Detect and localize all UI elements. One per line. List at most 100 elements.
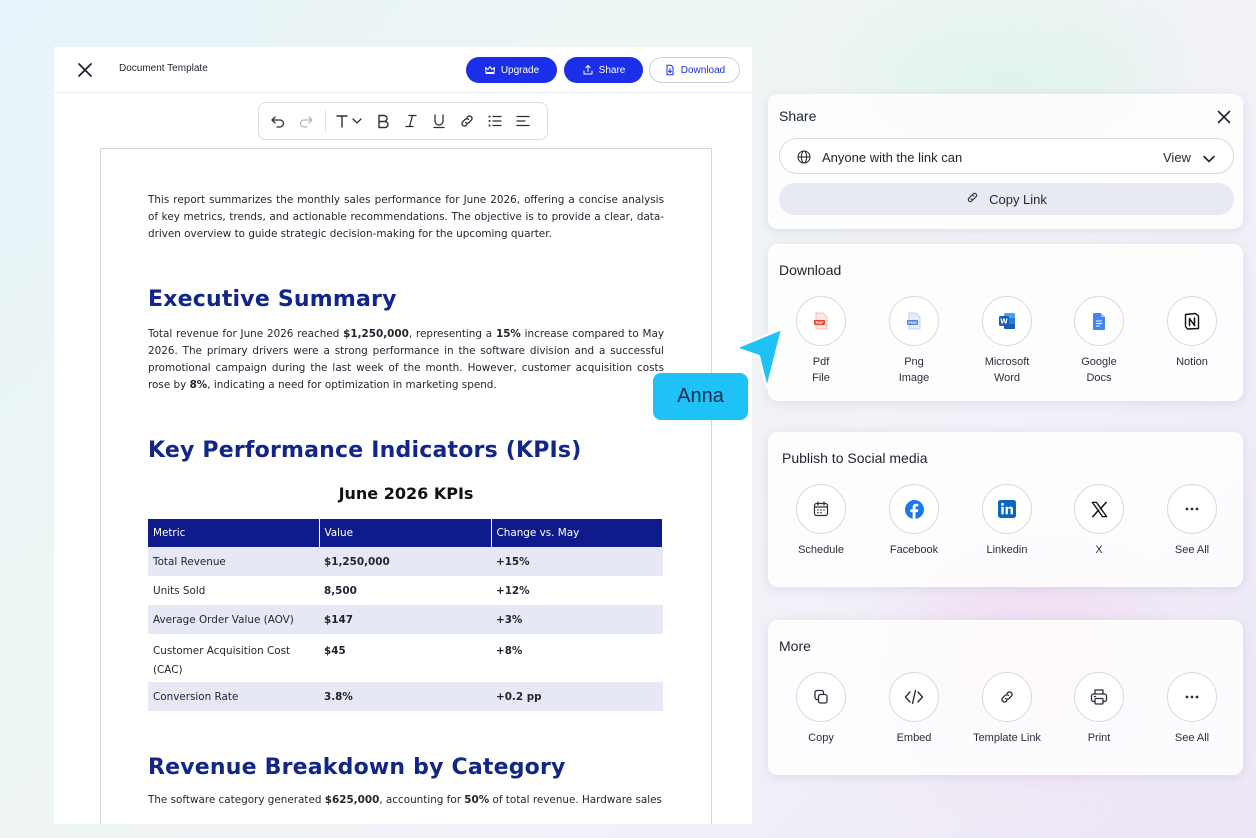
link-access-dropdown[interactable]: Anyone with the link can View [779,138,1234,174]
more-see-all-option[interactable]: See All [1137,672,1247,746]
share-panel-title: Share [779,108,817,124]
crown-icon [484,66,495,74]
print-option[interactable]: Print [1044,672,1154,746]
option-label: Print [1087,732,1111,744]
table-cell: $45 [324,645,346,657]
table-cell: +8% [496,645,523,657]
option-label: Notion [1176,356,1208,368]
share-icon [583,65,593,75]
column-header: Change vs. May [491,519,663,547]
option-label: Copy [808,732,834,744]
png-image-icon: PNG [889,296,939,346]
notion-icon [1167,296,1217,346]
bold-icon[interactable] [374,112,392,130]
calendar-icon [796,484,846,534]
download-png-option[interactable]: PNG Png Image [859,296,969,386]
close-icon[interactable] [76,61,94,79]
share-button[interactable]: Share [564,57,643,83]
template-link-option[interactable]: Template Link [952,672,1062,746]
download-google-docs-option[interactable]: Google Docs [1044,296,1154,386]
heading-revenue-breakdown: Revenue Breakdown by Category [148,755,566,780]
heading-kpis: Key Performance Indicators (KPIs) [148,438,582,463]
table-row: Total Revenue $1,250,000 +15% [148,547,663,576]
option-label: Png Image [898,356,930,384]
option-label: See All [1174,732,1210,744]
executive-summary-paragraph: Total revenue for June 2026 reached $1,2… [148,328,664,391]
table-cell: Total Revenue [148,547,319,576]
close-icon[interactable] [1216,109,1232,125]
formatting-toolbar [258,102,548,140]
table-cell: $1,250,000 [319,547,491,576]
x-option[interactable]: X [1044,484,1154,558]
download-word-option[interactable]: W Microsoft Word [952,296,1062,386]
document-body: This report summarizes the monthly sales… [148,192,664,809]
table-row: Customer Acquisition Cost (CAC) $45 +8% [148,634,663,682]
more-panel-title: More [779,638,811,654]
table-header-row: Metric Value Change vs. May [148,519,663,547]
schedule-option[interactable]: Schedule [766,484,876,558]
svg-text:PNG: PNG [908,321,917,325]
upgrade-button[interactable]: Upgrade [466,57,557,83]
copy-link-button[interactable]: Copy Link [779,183,1234,215]
italic-icon[interactable] [402,112,420,130]
undo-icon[interactable] [269,112,287,130]
collaborator-cursor-icon [734,326,794,396]
download-pdf-option[interactable]: PDF Pdf File [766,296,876,386]
table-cell: $147 [319,605,491,634]
table-cell: Customer Acquisition Cost (CAC) [153,645,291,676]
download-notion-option[interactable]: Notion [1137,296,1247,370]
text-style-icon[interactable] [334,112,364,130]
collaborator-name-tag: Anna [653,373,748,420]
heading-executive-summary: Executive Summary [148,287,397,312]
social-see-all-option[interactable]: See All [1137,484,1247,558]
upgrade-label: Upgrade [500,64,540,76]
revenue-paragraph: The software category generated $625,000… [148,794,662,806]
option-label: Linkedin [986,544,1028,556]
link-icon [982,672,1032,722]
option-label: Google Docs [1081,356,1117,384]
editor-topbar: Document Template Upgrade Share Download [54,47,752,93]
table-cell: +12% [496,584,530,597]
download-label: Download [680,64,726,76]
google-docs-icon [1074,296,1124,346]
facebook-icon [889,484,939,534]
table-cell: +3% [491,605,663,634]
copy-icon [796,672,846,722]
document-page[interactable]: This report summarizes the monthly sales… [100,148,712,824]
table-cell: Units Sold [153,584,206,597]
table-cell: Average Order Value (AOV) [148,605,319,634]
table-cell: Conversion Rate [148,682,319,711]
option-label: Microsoft Word [984,356,1030,384]
permission-value: View [1163,150,1191,165]
table-row: Units Sold 8,500 +12% [148,576,663,605]
option-label: Template Link [973,732,1041,744]
option-label: Facebook [889,544,939,556]
access-text: Anyone with the link can [822,150,963,165]
linkedin-option[interactable]: Linkedin [952,484,1062,558]
table-cell: 8,500 [324,584,357,597]
svg-text:PDF: PDF [815,321,824,325]
facebook-option[interactable]: Facebook [859,484,969,558]
kpi-table-title: June 2026 KPIs [338,484,474,503]
column-header: Value [319,519,492,547]
column-header: Metric [148,519,320,547]
option-label: Schedule [798,544,844,556]
copy-option[interactable]: Copy [766,672,876,746]
option-label: X [1095,544,1103,556]
more-panel: More Copy Embed Template Link Print See … [768,620,1243,775]
link-icon[interactable] [458,112,476,130]
embed-option[interactable]: Embed [859,672,969,746]
copy-link-label: Copy Link [989,191,1047,207]
align-left-icon[interactable] [514,112,532,130]
option-label: Embed [896,732,932,744]
download-button[interactable]: Download [649,57,740,83]
more-dots-icon [1167,484,1217,534]
underline-icon[interactable] [430,112,448,130]
code-icon [889,672,939,722]
option-label: Pdf File [812,356,830,384]
redo-icon[interactable] [297,112,315,130]
x-logo-icon [1074,484,1124,534]
toolbar-divider [325,110,326,132]
bulleted-list-icon[interactable] [486,112,504,130]
social-panel-title: Publish to Social media [782,450,928,466]
